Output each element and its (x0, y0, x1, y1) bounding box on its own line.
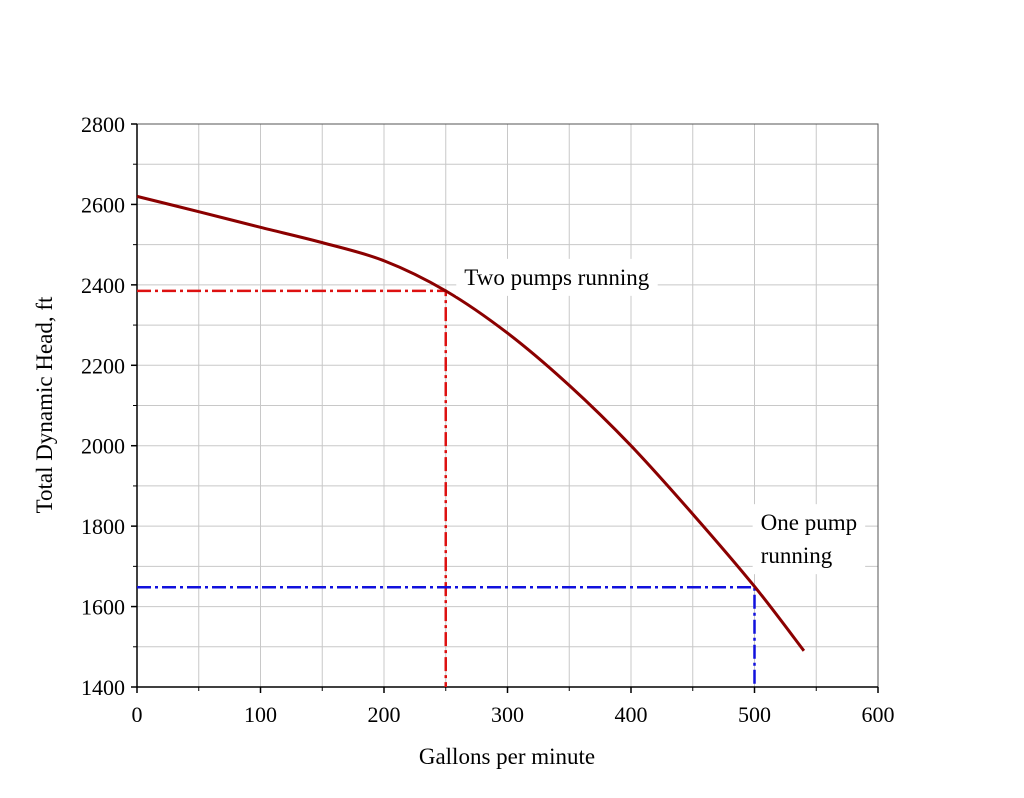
x-tick-label: 0 (132, 702, 143, 727)
pump-curve-line (136, 194, 806, 652)
x-axis-label: Gallons per minute (419, 744, 595, 769)
annotation-text: One pump running (761, 510, 857, 568)
x-tick-label: 500 (738, 702, 771, 727)
y-axis-label: Total Dynamic Head, ft (32, 296, 57, 513)
x-tick-label: 300 (491, 702, 524, 727)
x-tick-label: 400 (615, 702, 648, 727)
y-tick-label: 1600 (81, 595, 125, 620)
annotation-background (456, 258, 658, 296)
x-tick-label: 200 (368, 702, 401, 727)
y-tick-label: 2000 (81, 434, 125, 459)
reference-line (137, 586, 756, 687)
y-tick-label: 2800 (81, 112, 125, 137)
grid-lines (136, 123, 879, 688)
series-group (136, 194, 806, 652)
annotation-line: running (761, 543, 833, 568)
y-tick-label: 2400 (81, 273, 125, 298)
y-tick-label: 1800 (81, 514, 125, 539)
axes (131, 123, 879, 693)
annotations: Two pumps running One pump running (456, 258, 866, 575)
x-tick-label: 100 (244, 702, 277, 727)
annotation-text: Two pumps running (464, 265, 649, 290)
annotation-background (752, 504, 866, 575)
annotation-line: One pump (761, 510, 857, 535)
y-tick-label: 1400 (81, 675, 125, 700)
annotation-line: Two pumps running (464, 265, 649, 290)
x-tick-label: 600 (862, 702, 895, 727)
y-tick-label: 2200 (81, 353, 125, 378)
y-tick-label: 2600 (81, 192, 125, 217)
tick-labels: 0 100 200 300 400 500 600 1400 1600 1800 2000 2200 2… (81, 112, 895, 727)
